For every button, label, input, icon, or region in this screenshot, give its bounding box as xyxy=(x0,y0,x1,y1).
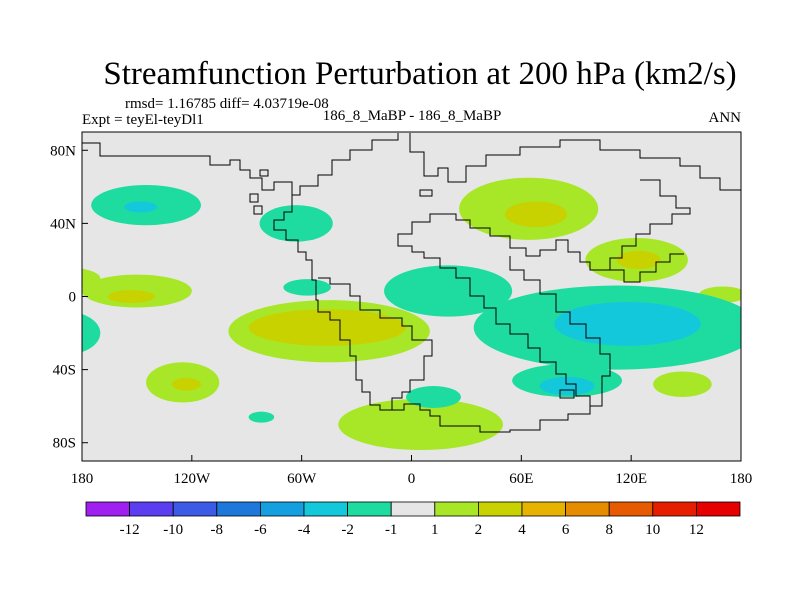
contour-north-america-low xyxy=(259,205,333,242)
colorbar-swatch xyxy=(477,501,523,517)
y-tick-label: 80N xyxy=(50,143,76,159)
contour-south-pacific-high-west-inner xyxy=(171,377,201,391)
chart-title: Streamfunction Perturbation at 200 hPa (… xyxy=(103,56,736,92)
colorbar-label: 1 xyxy=(431,522,439,538)
colorbar-swatch xyxy=(521,501,566,517)
contour-atlantic-low-band xyxy=(384,265,513,317)
y-tick-label: 80S xyxy=(53,436,76,452)
x-tick-label: 60E xyxy=(509,471,533,487)
colorbar-swatch xyxy=(85,501,130,517)
contour-north-atlantic-high-east xyxy=(82,268,101,288)
contour-europe-high-inner xyxy=(504,201,568,228)
colorbar-swatch xyxy=(390,501,436,517)
contour-australia-south-high xyxy=(653,371,712,398)
colorbar-label: 10 xyxy=(645,522,660,538)
axis-ticks: 180 120W 60W 0 60E 120E 180 80N 40N 0 40S 80S xyxy=(50,143,752,487)
x-tick-label: 120W xyxy=(173,471,211,487)
contour-east-asia-high-inner xyxy=(616,250,661,270)
x-tick-label: 60W xyxy=(287,471,317,487)
colorbar-label: 8 xyxy=(605,522,613,538)
y-tick-label: 0 xyxy=(69,290,77,306)
field-contours xyxy=(82,177,741,451)
colorbar-label: -10 xyxy=(163,522,183,538)
colorbar-label: 12 xyxy=(689,522,704,538)
y-tick-label: 40S xyxy=(53,363,76,379)
contour-gulf-low xyxy=(283,279,331,296)
x-tick-label: 180 xyxy=(71,471,94,487)
stats-line: rmsd= 1.16785 diff= 4.03719e-08 xyxy=(125,96,329,112)
contour-southern-ocean-low xyxy=(406,386,461,408)
colorbar-label: -6 xyxy=(254,522,267,538)
contour-indian-ocean-low-inner xyxy=(554,301,701,346)
colorbar-swatch xyxy=(652,501,697,517)
x-tick-label: 180 xyxy=(730,471,753,487)
y-tick-label: 40N xyxy=(50,216,76,232)
colorbar-label: -8 xyxy=(211,522,224,538)
period-label: 186_8_MaBP - 186_8_MaBP xyxy=(323,108,502,124)
colorbar-label: -2 xyxy=(341,522,354,538)
colorbar-label: -1 xyxy=(385,522,398,538)
colorbar-swatch xyxy=(347,501,392,517)
colorbar: -12 -10 -8 -6 -4 -2 -1 1 2 4 6 8 10 12 xyxy=(85,501,741,538)
contour-antarctic-low-spot xyxy=(248,411,275,423)
x-tick-label: 120E xyxy=(615,471,647,487)
coastlines xyxy=(82,133,741,433)
contour-southern-ocean-high xyxy=(338,398,504,451)
colorbar-swatch xyxy=(434,501,479,517)
colorbar-swatch xyxy=(608,501,654,517)
contour-tropical-pacific-high-inner xyxy=(107,290,156,303)
contour-pacific-nw-low-inner xyxy=(124,201,158,213)
colorbar-swatch xyxy=(303,501,348,517)
colorbar-swatch xyxy=(565,501,610,517)
colorbar-label: 6 xyxy=(562,522,570,538)
colorbar-label: 2 xyxy=(475,522,483,538)
colorbar-label: 4 xyxy=(518,522,526,538)
colorbar-swatch xyxy=(129,501,174,517)
colorbar-swatch xyxy=(172,501,218,517)
contour-south-africa-low-inner xyxy=(539,376,595,396)
x-tick-label: 0 xyxy=(408,471,416,487)
colorbar-swatch xyxy=(259,501,305,517)
colorbar-label: -4 xyxy=(298,522,311,538)
contour-west-pacific-low xyxy=(82,314,101,353)
contour-south-pacific-high-inner xyxy=(248,309,407,346)
colorbar-label: -12 xyxy=(120,522,140,538)
colorbar-swatch xyxy=(216,501,261,517)
season-label: ANN xyxy=(709,110,742,126)
experiment-label: Expt = teyEl-teyDl1 xyxy=(82,112,204,128)
colorbar-swatch xyxy=(696,501,741,517)
